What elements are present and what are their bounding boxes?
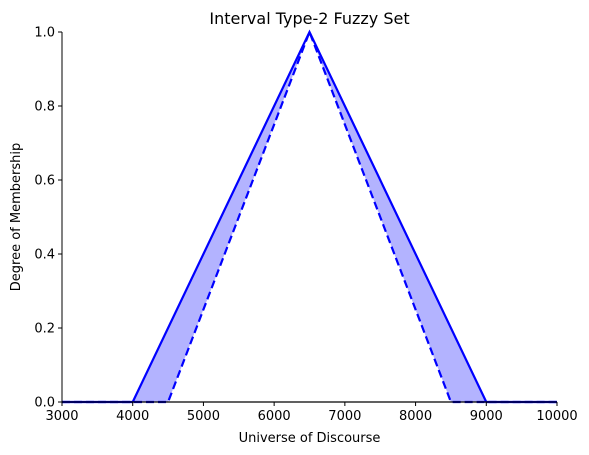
y-tick-label: 0.6 — [34, 174, 55, 189]
upper-membership-line — [62, 29, 557, 404]
x-tick-label: 10000 — [536, 409, 577, 424]
axes: 3000 4000 5000 6000 7000 8000 9000 10000 0.0 0.2 0… — [34, 26, 577, 425]
x-tick-label: 6000 — [258, 409, 291, 424]
y-tick-label: 0.2 — [34, 322, 55, 337]
x-tick-label: 7000 — [328, 409, 361, 424]
x-tick-label: 3000 — [45, 409, 78, 424]
chart-title: Interval Type-2 Fuzzy Set — [209, 9, 409, 28]
x-tick-label: 4000 — [116, 409, 149, 424]
y-tick-label: 0.4 — [34, 248, 55, 263]
y-axis-title: Degree of Membership — [9, 143, 24, 291]
x-tick-label: 8000 — [399, 409, 432, 424]
y-tick-label: 0.8 — [34, 100, 55, 115]
lower-membership-line — [62, 28, 557, 404]
x-tick-label: 9000 — [470, 409, 503, 424]
x-axis-title: Universe of Discourse — [239, 431, 381, 446]
footprint-of-uncertainty — [62, 32, 557, 402]
x-tick-label: 5000 — [187, 409, 220, 424]
y-tick-label: 1.0 — [34, 26, 55, 41]
y-tick-label: 0.0 — [34, 396, 55, 411]
plot-area — [62, 28, 557, 404]
